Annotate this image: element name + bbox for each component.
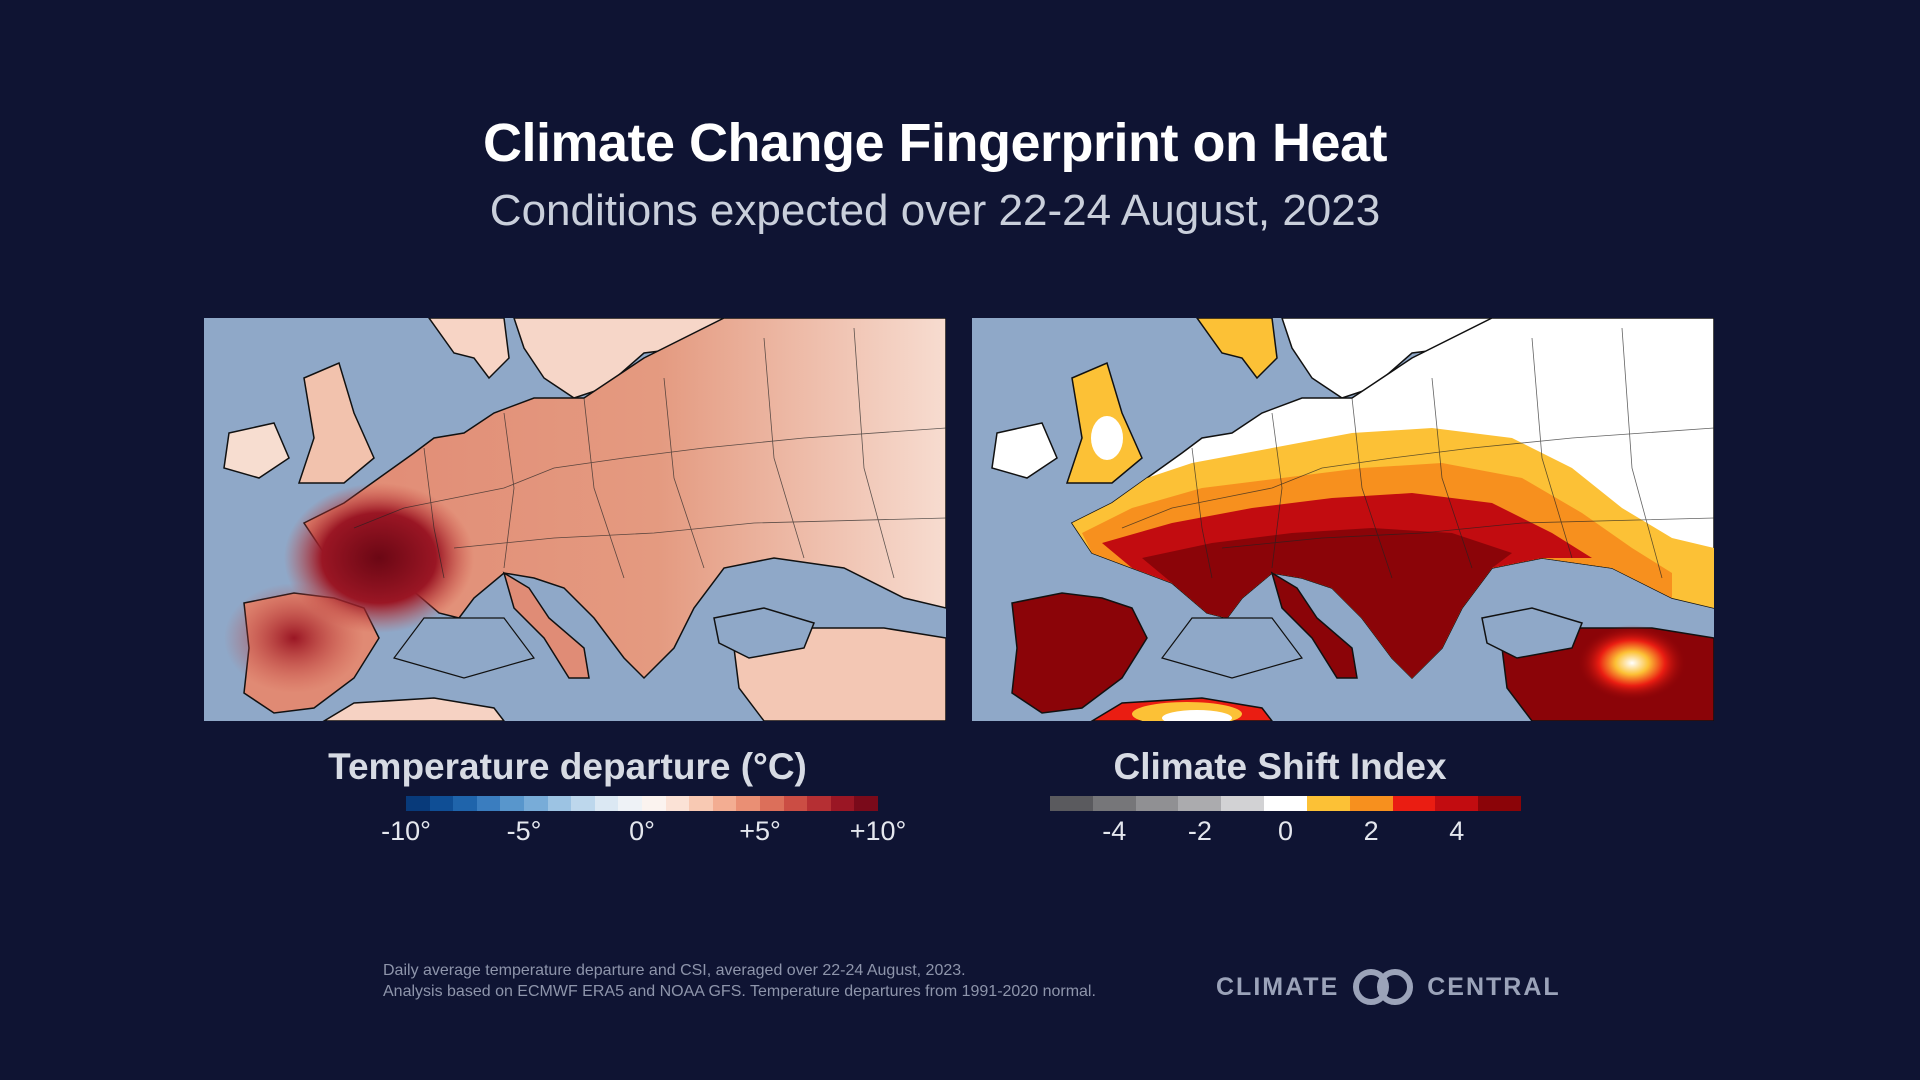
interlocking-rings-icon — [1353, 969, 1414, 1005]
temperature-tick-label: 0° — [629, 816, 655, 846]
temperature-swatch-4 — [500, 796, 524, 811]
temperature-departure-map — [204, 318, 946, 721]
climate-central-logo: CLIMATE CENTRAL — [1216, 968, 1561, 1006]
csi-swatch-10 — [1478, 796, 1521, 811]
climate-shift-index-map — [972, 318, 1714, 721]
temperature-tick-label: -5° — [506, 816, 542, 846]
temperature-swatch-14 — [736, 796, 760, 811]
temperature-swatch-12 — [689, 796, 713, 811]
csi-swatch-9 — [1435, 796, 1479, 811]
temperature-swatch-6 — [547, 796, 572, 811]
temperature-colorbar-ticks: -10° -5° 0° +5° +10° — [381, 816, 906, 850]
csi-legend-title: Climate Shift Index — [1113, 746, 1447, 787]
temperature-swatch-3 — [476, 796, 501, 811]
temperature-swatch-10 — [641, 796, 666, 811]
csi-swatch-4 — [1221, 796, 1265, 811]
footnote-line-2: Analysis based on ECMWF ERA5 and NOAA GF… — [383, 983, 1096, 1000]
footnote-line-1: Daily average temperature departure and … — [383, 962, 966, 979]
csi-swatch-2 — [1135, 796, 1179, 811]
csi-tick-label: 2 — [1363, 816, 1379, 846]
csi-swatch-7 — [1349, 796, 1393, 811]
temperature-swatch-15 — [759, 796, 784, 811]
temperature-swatch-2 — [453, 796, 477, 811]
temperature-swatch-18 — [830, 796, 855, 811]
csi-colorbar-ticks: -4 -2 0 2 4 — [1050, 816, 1521, 850]
csi-swatch-6 — [1306, 796, 1350, 811]
temperature-tick-label: -10° — [381, 816, 431, 846]
temperature-swatch-7 — [571, 796, 595, 811]
page-title: Climate Change Fingerprint on Heat — [482, 113, 1388, 173]
temperature-swatch-9 — [618, 796, 642, 811]
temperature-tick-label: +10° — [849, 816, 907, 846]
temperature-swatch-16 — [783, 796, 808, 811]
csi-tick-label: 0 — [1277, 816, 1294, 846]
brand-text-left: CLIMATE — [1216, 972, 1340, 1001]
temperature-swatch-17 — [807, 796, 831, 811]
temperature-swatch-0 — [406, 796, 430, 811]
page-subtitle: Conditions expected over 22-24 August, 2… — [489, 186, 1381, 235]
csi-tick-label: -2 — [1187, 816, 1212, 846]
csi-swatch-1 — [1092, 796, 1136, 811]
temperature-swatch-11 — [665, 796, 690, 811]
csi-swatch-3 — [1178, 796, 1222, 811]
csi-swatch-5 — [1264, 796, 1307, 811]
footnote: Daily average temperature departure and … — [383, 960, 1096, 1002]
temperature-swatch-13 — [712, 796, 737, 811]
temperature-swatch-8 — [594, 796, 619, 811]
csi-colorbar — [1050, 796, 1521, 811]
temperature-legend-title: Temperature departure (°C) — [328, 746, 807, 787]
temperature-swatch-19 — [854, 796, 878, 811]
csi-swatch-0 — [1050, 796, 1093, 811]
temperature-colorbar — [406, 796, 878, 811]
csi-tick-label: 4 — [1449, 816, 1465, 846]
brand-text-right: CENTRAL — [1427, 972, 1561, 1001]
temperature-swatch-1 — [429, 796, 454, 811]
csi-swatch-8 — [1392, 796, 1436, 811]
temperature-swatch-5 — [523, 796, 548, 811]
csi-tick-label: -4 — [1102, 816, 1127, 846]
temperature-tick-label: +5° — [739, 816, 781, 846]
